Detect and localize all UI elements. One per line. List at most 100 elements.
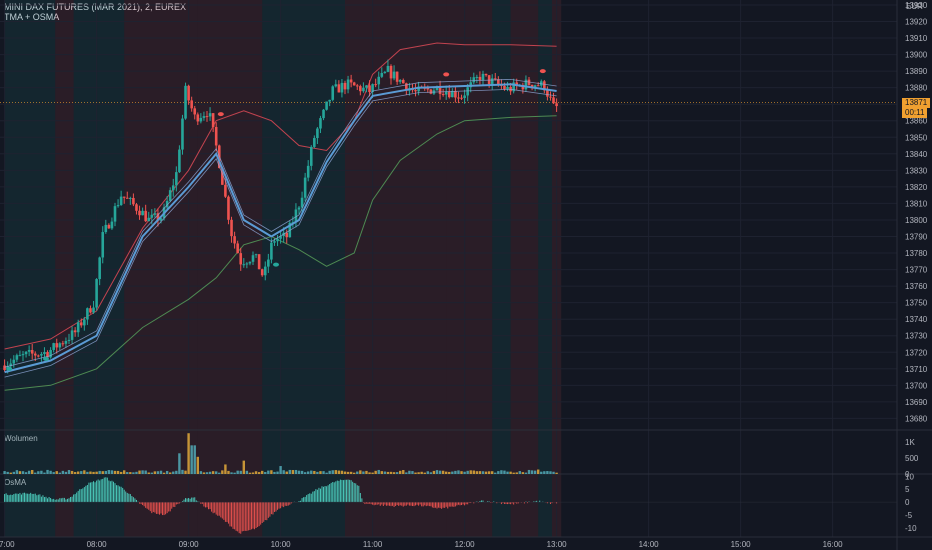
candle-bull	[119, 196, 123, 206]
candle-bear	[285, 232, 289, 238]
volume-bar-down	[380, 471, 383, 474]
candle-bear	[447, 91, 451, 98]
volume-bar-down	[196, 456, 199, 474]
price-tick-label: 13860	[905, 117, 928, 126]
volume-bar-down	[537, 469, 540, 474]
candle-bull	[113, 206, 117, 222]
candle-bear	[55, 343, 59, 348]
volume-bar-up	[303, 472, 307, 474]
volume-bar-down	[515, 472, 518, 474]
price-tick-label: 13900	[905, 51, 928, 60]
volume-bar-up	[150, 472, 153, 474]
osma-pane-title[interactable]: OsMA	[4, 478, 26, 487]
price-tick-label: 13780	[905, 249, 928, 258]
volume-bar-up	[527, 469, 531, 474]
volume-bar-down	[55, 471, 58, 474]
volume-bar-down	[389, 471, 393, 474]
candle-bull	[316, 128, 319, 139]
candle-bear	[37, 355, 40, 357]
volume-bar-up	[454, 470, 457, 474]
candle-bull	[466, 87, 469, 96]
volume-bar-up	[141, 470, 144, 474]
volume-bar-down	[386, 471, 390, 474]
candle-bull	[95, 279, 98, 308]
candle-bear	[196, 114, 200, 122]
candle-bull	[472, 77, 476, 83]
volume-bar-up	[104, 470, 107, 474]
volume-bar-up	[64, 471, 68, 474]
volume-tick-label: 1K	[905, 438, 915, 447]
volume-bar-up	[276, 471, 279, 474]
candle-bear	[73, 330, 77, 333]
volume-bar-up	[300, 470, 304, 474]
candle-bull	[533, 85, 537, 88]
candle-bull	[175, 172, 178, 186]
volume-bars	[3, 433, 558, 474]
volume-bar-down	[420, 471, 423, 474]
candle-bear	[187, 85, 190, 101]
volume-pane-title[interactable]: Wolumen	[4, 434, 38, 443]
trend-zone-bear	[446, 0, 493, 537]
volume-bar-up	[426, 471, 429, 474]
volume-bar-down	[101, 471, 104, 474]
volume-bar-down	[417, 472, 420, 474]
currency-label: EUR	[906, 2, 923, 11]
indicator-label[interactable]: TMA + OSMA	[4, 12, 59, 22]
candle-bull	[512, 82, 515, 92]
volume-bar-up	[530, 470, 534, 474]
signal-buy	[273, 262, 279, 267]
candle-bear	[122, 196, 126, 198]
signal-markers	[6, 69, 546, 371]
volume-bar-down	[242, 460, 245, 474]
volume-bar-down	[340, 470, 344, 474]
candle-bear	[337, 84, 341, 93]
candle-bull	[110, 221, 114, 229]
candle-bull	[86, 308, 89, 320]
volume-bar-down	[423, 472, 426, 474]
candle-bull	[43, 352, 46, 354]
volume-bar-down	[521, 472, 525, 474]
candle-bull	[178, 149, 181, 173]
volume-bar-up	[40, 470, 43, 474]
price-tick-label: 13920	[905, 18, 928, 27]
volume-bar-up	[451, 471, 454, 474]
trend-zones	[4, 0, 562, 537]
candle-bear	[374, 84, 377, 86]
candle-bear	[521, 84, 525, 90]
volume-bar-up	[549, 471, 552, 474]
candle-bull	[21, 354, 25, 356]
volume-bar-up	[325, 472, 328, 474]
volume-bar-up	[264, 472, 267, 474]
volume-bar-up	[463, 471, 466, 474]
volume-bar-down	[147, 472, 150, 474]
candle-bear	[135, 204, 138, 211]
volume-bar-down	[77, 471, 80, 474]
candle-bull	[58, 343, 62, 348]
volume-bar-up	[165, 470, 169, 474]
volume-bar-down	[202, 472, 206, 474]
candles	[3, 59, 558, 374]
time-tick-label: 09:00	[179, 540, 200, 549]
candle-bull	[76, 322, 80, 333]
volume-bar-up	[411, 471, 414, 474]
candle-bull	[313, 138, 316, 147]
volume-bar-down	[334, 470, 337, 474]
price-tick-label: 13710	[905, 365, 928, 374]
volume-bar-down	[445, 471, 448, 474]
volume-bar-down	[254, 471, 258, 474]
volume-bar-up	[533, 470, 537, 474]
volume-bar-up	[46, 469, 49, 474]
time-tick-label: 16:00	[823, 540, 844, 549]
candle-bull	[524, 79, 528, 90]
volume-bar-up	[233, 472, 236, 474]
volume-bar-up	[181, 469, 184, 474]
trend-zone-bull	[4, 0, 56, 537]
candle-bull	[398, 79, 402, 82]
candle-bear	[211, 113, 215, 127]
volume-bar-up	[377, 469, 380, 474]
volume-tick-label: 500	[905, 454, 919, 463]
volume-bar-up	[438, 470, 442, 474]
candle-bear	[138, 210, 141, 216]
volume-bar-down	[343, 471, 347, 474]
